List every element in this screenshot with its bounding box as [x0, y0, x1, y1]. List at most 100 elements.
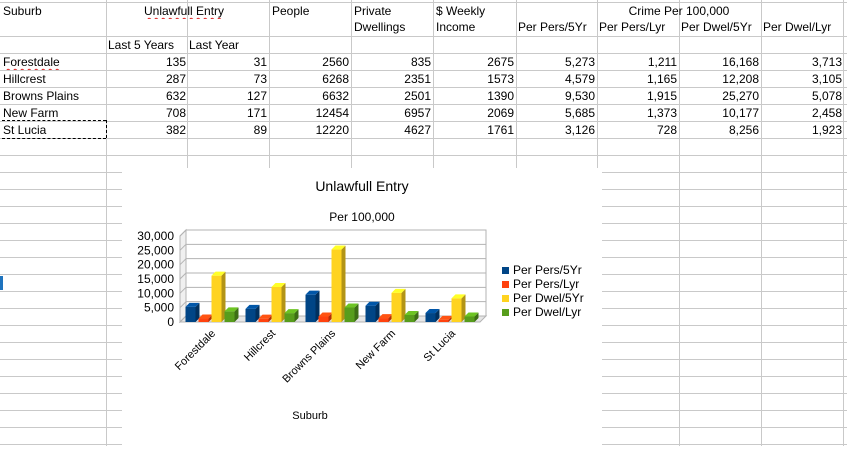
cell-last-year[interactable]: 73 [253, 72, 267, 86]
cell-suburb[interactable]: Forestdale [3, 54, 103, 70]
bar-top [464, 312, 479, 317]
legend-swatch [502, 309, 509, 316]
header-weekly[interactable]: $ Weekly [436, 4, 486, 18]
legend-label: Per Dwel/Lyr [513, 305, 581, 319]
copy-marquee [2, 138, 106, 139]
header-per-pers-lyr[interactable]: Per Pers/Lyr [599, 19, 678, 35]
cell-people[interactable]: 12454 [315, 106, 349, 120]
cell-income[interactable]: 1390 [487, 89, 514, 103]
cell-pdl[interactable]: 5,078 [811, 89, 842, 103]
cell-people[interactable]: 12220 [315, 123, 349, 137]
bar-front [185, 306, 196, 322]
header-last-5-years[interactable]: Last 5 Years [108, 38, 175, 52]
cell-pd5[interactable]: 8,256 [728, 123, 759, 137]
header-per-dwel-lyr[interactable]: Per Dwel/Lyr [763, 19, 845, 35]
chart-object[interactable]: Unlawfull Entry Per 100,000 Suburb 30,00… [122, 168, 602, 446]
cell-pd5[interactable]: 25,270 [722, 89, 759, 103]
bar-front [378, 318, 389, 322]
y-tick-label: 25,000 [137, 243, 174, 257]
header-private[interactable]: Private [354, 4, 392, 18]
chart-bar [451, 294, 466, 322]
cell-last5[interactable]: 632 [165, 89, 186, 103]
cell-ppl[interactable]: 1,211 [647, 55, 677, 69]
cell-pdl[interactable]: 3,105 [811, 72, 842, 86]
cell-pp5[interactable]: 5,273 [564, 55, 595, 69]
legend-label: Per Pers/Lyr [513, 277, 579, 291]
cell-ppl[interactable]: 1,165 [646, 72, 677, 86]
cell-ppl[interactable]: 728 [656, 123, 677, 137]
y-tick-label: 5,000 [144, 301, 174, 315]
chart-bar [211, 271, 226, 322]
bar-front [344, 307, 355, 322]
cell-dwellings[interactable]: 2351 [404, 72, 431, 86]
cell-income[interactable]: 1573 [487, 72, 514, 86]
cell-pp5[interactable]: 4,579 [564, 72, 595, 86]
chart-bar [331, 245, 346, 322]
header-per-pers-5yr[interactable]: Per Pers/5Yr [518, 19, 597, 35]
cell-pd5[interactable]: 10,177 [722, 106, 759, 120]
bar-side [341, 245, 346, 322]
bar-front [318, 316, 329, 322]
cell-last5[interactable]: 382 [165, 123, 186, 137]
cell-people[interactable]: 2560 [322, 55, 349, 69]
cell-pp5[interactable]: 5,685 [564, 106, 595, 120]
header-people[interactable]: People [272, 4, 310, 18]
cell-pdl[interactable]: 2,458 [811, 106, 842, 120]
bar-side [195, 302, 200, 322]
cell-pdl[interactable]: 1,923 [811, 123, 842, 137]
header-income[interactable]: Income [436, 20, 476, 34]
header-last-year[interactable]: Last Year [189, 38, 240, 52]
cell-people[interactable]: 6268 [322, 72, 349, 86]
bar-top [224, 307, 239, 312]
bar-side [294, 309, 299, 322]
bar-front [391, 292, 402, 322]
cell-pp5[interactable]: 9,530 [564, 89, 595, 103]
cell-dwellings[interactable]: 4627 [404, 123, 431, 137]
bar-front [271, 287, 282, 322]
cell-pp5[interactable]: 3,126 [564, 123, 595, 137]
cell-pdl[interactable]: 3,713 [811, 55, 842, 69]
cell-suburb[interactable]: Hillcrest [3, 72, 46, 86]
gridline [179, 243, 187, 251]
bar-side [474, 312, 479, 322]
cell-last5[interactable]: 287 [165, 72, 186, 86]
bar-top [198, 314, 213, 319]
cell-last5[interactable]: 708 [165, 106, 186, 120]
cell-last5[interactable]: 135 [165, 55, 186, 69]
row-divider [0, 121, 847, 122]
cell-suburb[interactable]: New Farm [3, 106, 59, 120]
cell-suburb[interactable]: Browns Plains [3, 89, 80, 103]
cell-dwellings[interactable]: 2501 [404, 89, 431, 103]
chart-bar [464, 312, 479, 322]
header-suburb[interactable]: Suburb [3, 4, 42, 18]
row-divider [0, 2, 847, 3]
header-unlawful-entry[interactable]: Unlawfull Entry [144, 3, 264, 19]
cell-dwellings[interactable]: 6957 [404, 106, 431, 120]
bar-top [451, 294, 466, 299]
bar-top [318, 312, 333, 317]
bar-side [354, 303, 359, 322]
cell-income[interactable]: 2675 [487, 55, 514, 69]
cell-ppl[interactable]: 1,915 [646, 89, 677, 103]
cell-people[interactable]: 6632 [322, 89, 349, 103]
cell-last-year[interactable]: 171 [246, 106, 267, 120]
cell-income[interactable]: 1761 [487, 123, 514, 137]
header-per-pers-lyr-text: Per Pers/Lyr [599, 20, 666, 34]
cell-pd5[interactable]: 12,208 [722, 72, 759, 86]
cell-last-year[interactable]: 31 [253, 55, 267, 69]
chart-bar [344, 303, 359, 322]
cell-pd5[interactable]: 16,168 [722, 55, 759, 69]
bar-top [271, 283, 286, 288]
header-crime[interactable]: Crime Per 100,000 [628, 4, 730, 18]
header-per-dwel-5yr[interactable]: Per Dwel/5Yr [681, 19, 760, 35]
cell-suburb[interactable]: St Lucia [3, 123, 47, 137]
chart-bar [284, 309, 299, 322]
header-per-dwel-lyr-text: Per Dwel/Lyr [763, 20, 832, 34]
cell-last-year[interactable]: 89 [253, 123, 267, 137]
cell-last-year[interactable]: 127 [246, 89, 267, 103]
cell-dwellings[interactable]: 835 [410, 55, 431, 69]
header-dwellings[interactable]: Dwellings [354, 20, 406, 34]
cell-income[interactable]: 2069 [487, 106, 514, 120]
cell-ppl[interactable]: 1,373 [646, 106, 677, 120]
